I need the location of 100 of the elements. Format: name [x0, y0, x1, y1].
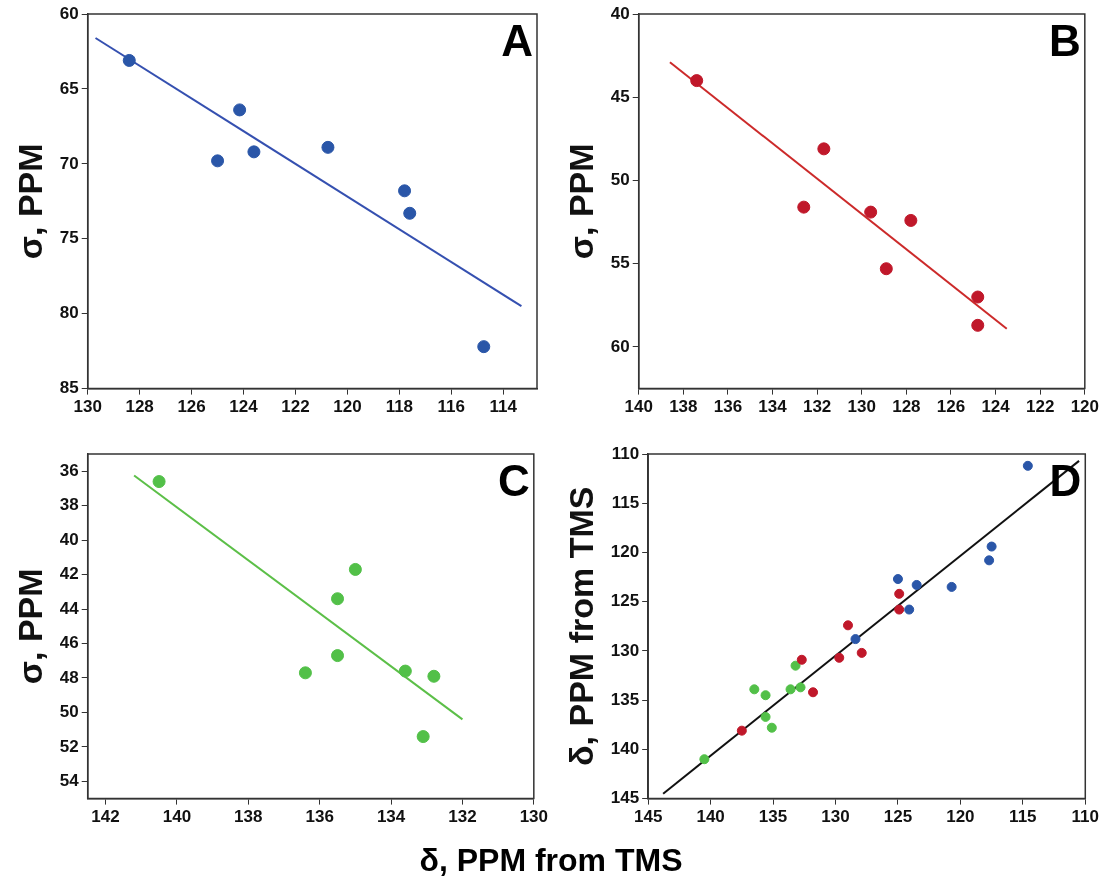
x-tick-label: 135 — [758, 807, 788, 827]
x-tick-label: 116 — [437, 397, 466, 417]
point — [416, 730, 430, 744]
y-tick-label: 42 — [59, 564, 79, 584]
y-tick-label: 50 — [610, 170, 630, 190]
point — [152, 475, 166, 489]
x-tick-label: 132 — [448, 807, 477, 827]
point — [331, 649, 345, 663]
x-tick-label: 128 — [892, 397, 921, 417]
y-tick-label: 38 — [59, 495, 79, 515]
point — [766, 722, 777, 733]
point — [211, 154, 225, 168]
x-tick-label: 120 — [1070, 397, 1100, 417]
point — [790, 660, 801, 671]
annotation: D — [1049, 456, 1082, 506]
x-tick-label: 118 — [385, 397, 414, 417]
point — [984, 555, 995, 566]
x-tick-label: 140 — [696, 807, 725, 827]
point — [892, 574, 903, 585]
point — [233, 103, 247, 117]
point — [427, 669, 441, 683]
y-axis-title: σ, PPM — [10, 568, 49, 685]
x-axis-title: δ, PPM from TMS — [418, 842, 684, 879]
point — [1022, 460, 1033, 471]
annotation: A — [501, 16, 533, 66]
y-tick-label: 135 — [610, 689, 640, 709]
y-tick-label: 55 — [610, 253, 630, 273]
y-tick-label: 36 — [59, 460, 79, 480]
y-tick-label: 40 — [610, 3, 630, 23]
y-axis-title: σ, PPM — [561, 143, 600, 260]
y-tick-label: 46 — [59, 633, 79, 653]
x-tick-label: 130 — [519, 807, 549, 827]
x-tick-label: 114 — [489, 397, 518, 417]
x-tick-label: 136 — [305, 807, 334, 827]
point — [348, 562, 362, 576]
y-tick-label: 85 — [59, 378, 79, 398]
y-tick-label: 125 — [610, 591, 640, 611]
point — [834, 652, 845, 663]
point — [856, 647, 867, 658]
y-tick-label: 50 — [59, 702, 79, 722]
y-tick-label: 52 — [59, 736, 79, 756]
point — [850, 634, 861, 645]
y-tick-label: 44 — [59, 598, 80, 618]
x-tick-label: 134 — [376, 807, 406, 827]
point — [785, 684, 796, 695]
x-tick-label: 130 — [847, 397, 876, 417]
y-axis-title: δ, PPM from TMS — [561, 486, 600, 766]
x-tick-label: 120 — [333, 397, 362, 417]
point — [398, 664, 412, 678]
point — [760, 711, 771, 722]
y-tick-label: 65 — [59, 78, 79, 98]
x-tick-label: 130 — [821, 807, 850, 827]
point — [321, 140, 335, 154]
y-tick-label: 70 — [59, 153, 79, 173]
y-tick-label: 120 — [610, 542, 640, 562]
point — [904, 213, 918, 227]
x-tick-label: 126 — [936, 397, 966, 417]
point — [398, 184, 412, 198]
y-tick-label: 60 — [610, 336, 630, 356]
y-tick-label: 130 — [610, 640, 640, 660]
y-tick-label: 75 — [59, 228, 79, 248]
x-tick-label: 134 — [758, 397, 788, 417]
point — [911, 579, 922, 590]
point — [864, 205, 878, 219]
x-tick-label: 132 — [802, 397, 832, 417]
point — [842, 620, 853, 631]
x-tick-label: 138 — [234, 807, 263, 827]
x-tick-label: 140 — [162, 807, 192, 827]
annotation: B — [1049, 16, 1081, 66]
x-tick-label: 125 — [883, 807, 913, 827]
x-tick-label: 136 — [713, 397, 743, 417]
point — [795, 682, 806, 693]
point — [971, 290, 985, 304]
y-tick-label: 54 — [59, 771, 80, 791]
x-tick-label: 122 — [281, 397, 310, 417]
point — [894, 604, 905, 615]
point — [797, 200, 811, 214]
point — [736, 725, 747, 736]
point — [796, 654, 807, 665]
x-tick-label: 122 — [1026, 397, 1055, 417]
point — [946, 581, 957, 592]
point — [760, 690, 771, 701]
point — [298, 666, 312, 680]
x-tick-label: 130 — [73, 397, 102, 417]
x-tick-label: 124 — [229, 397, 259, 417]
point — [749, 684, 760, 695]
x-tick-label: 128 — [125, 397, 154, 417]
y-axis-title: σ, PPM — [10, 143, 49, 260]
y-tick-label: 60 — [59, 3, 79, 23]
point — [904, 604, 915, 615]
y-tick-label: 145 — [610, 788, 640, 808]
point — [247, 145, 261, 159]
point — [477, 340, 491, 354]
point — [986, 541, 997, 552]
annotation: C — [498, 456, 530, 506]
y-tick-label: 80 — [59, 303, 79, 323]
y-tick-label: 40 — [59, 529, 79, 549]
x-tick-label: 140 — [624, 397, 653, 417]
point — [808, 687, 819, 698]
point — [971, 318, 985, 332]
